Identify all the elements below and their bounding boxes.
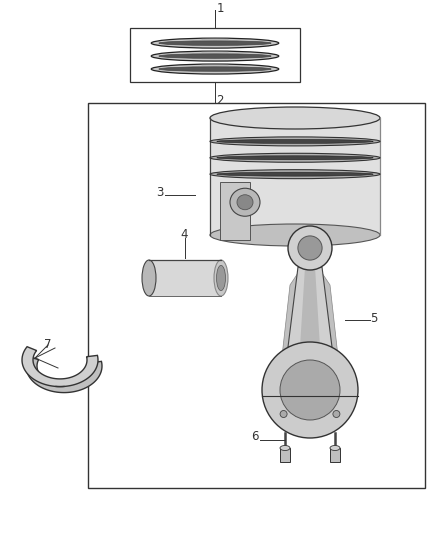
Ellipse shape [280,360,340,420]
Text: 6: 6 [251,431,259,443]
Ellipse shape [262,342,358,438]
Ellipse shape [330,446,340,450]
Ellipse shape [210,224,380,246]
Bar [210,118,380,235]
Polygon shape [220,182,250,240]
Ellipse shape [230,188,260,216]
Text: 4: 4 [180,228,188,240]
Ellipse shape [142,260,156,296]
Text: 2: 2 [216,93,224,107]
Ellipse shape [210,169,380,179]
Bar [149,260,221,296]
Bar [88,103,425,488]
Ellipse shape [288,226,332,270]
Ellipse shape [210,154,380,162]
Ellipse shape [151,64,279,74]
Polygon shape [300,267,320,347]
Bar [330,448,340,462]
Bar [280,448,290,462]
Ellipse shape [210,137,380,146]
Ellipse shape [159,41,271,45]
Bar [130,28,300,82]
Ellipse shape [151,38,279,48]
Ellipse shape [159,67,271,71]
Polygon shape [22,346,98,386]
Ellipse shape [280,410,287,417]
Polygon shape [26,357,102,393]
Ellipse shape [216,265,226,290]
Text: 3: 3 [156,185,164,198]
Ellipse shape [214,260,228,296]
Ellipse shape [159,54,271,58]
Ellipse shape [217,140,373,143]
Ellipse shape [298,236,322,260]
Ellipse shape [217,172,373,176]
Ellipse shape [280,446,290,450]
Ellipse shape [210,107,380,129]
Ellipse shape [237,195,253,210]
Polygon shape [288,267,332,347]
Text: 5: 5 [370,311,378,325]
Polygon shape [282,270,300,357]
Bar [54,324,66,340]
Ellipse shape [151,51,279,61]
Ellipse shape [333,410,340,417]
Text: 1: 1 [216,2,224,14]
Ellipse shape [217,156,373,160]
Text: 7: 7 [44,338,52,351]
Polygon shape [320,270,338,357]
